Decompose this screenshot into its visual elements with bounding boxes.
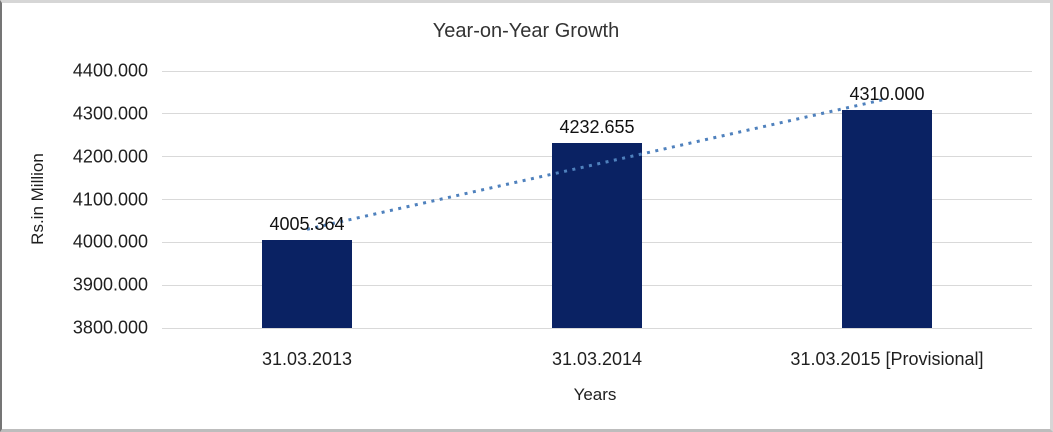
y-axis-tick-label: 3900.000 bbox=[72, 274, 148, 295]
trendline bbox=[306, 97, 888, 231]
y-axis-tick-label: 4000.000 bbox=[72, 231, 148, 252]
y-axis-tick-label: 4200.000 bbox=[72, 146, 148, 167]
gridline bbox=[162, 113, 1032, 115]
x-axis-title: Years bbox=[573, 385, 617, 404]
gridline bbox=[162, 327, 1032, 329]
y-axis-tick-label: 4400.000 bbox=[72, 60, 148, 81]
y-axis-tick-label: 4300.000 bbox=[72, 103, 148, 124]
bar-data-label: 4310.000 bbox=[849, 83, 925, 104]
y-axis-tick-label: 3800.000 bbox=[72, 317, 148, 338]
y-axis-tick-label: 4100.000 bbox=[72, 189, 148, 209]
bar bbox=[842, 109, 932, 328]
y-axis-title: Rs.in Million bbox=[28, 153, 47, 245]
bar bbox=[552, 142, 642, 328]
x-axis-tick-label: 31.03.2014 bbox=[551, 349, 643, 369]
chart-title: Year-on-Year Growth bbox=[432, 20, 620, 42]
x-axis-tick-label: 31.03.2013 bbox=[261, 349, 353, 369]
bar-data-label: 4232.655 bbox=[559, 116, 635, 137]
x-axis-tick-label: 31.03.2015 [Provisional] bbox=[790, 349, 984, 369]
bar-data-label: 4005.364 bbox=[269, 214, 345, 235]
bar bbox=[262, 240, 352, 328]
gridline bbox=[162, 70, 1032, 72]
plot-area: 3800.000 3900.000 4000.000 4100.000 4200.000… bbox=[73, 61, 1032, 369]
